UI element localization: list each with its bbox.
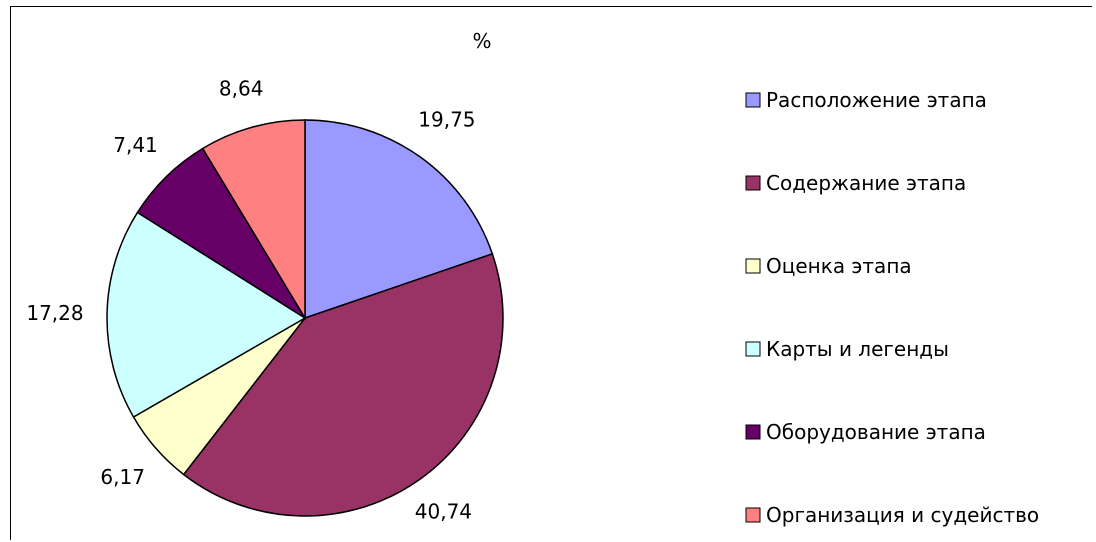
legend-swatch-1 [745, 92, 761, 108]
pie-slice-6 [201, 119, 306, 321]
pie-slice-1 [304, 119, 494, 320]
legend-label-4: Карты и легенды [766, 337, 949, 361]
legend-label-3: Оценка этапа [766, 254, 912, 278]
legend-swatch-6 [745, 507, 761, 523]
legend: Расположение этапа Содержание этапа Оценка… [745, 88, 1039, 527]
value-label-1: 19,75 [418, 108, 475, 132]
pie-slices [106, 119, 504, 517]
value-label-2: 40,74 [415, 500, 472, 524]
value-label-4: 17,28 [26, 301, 83, 325]
legend-swatch-4 [745, 341, 761, 357]
value-label-5: 7,41 [113, 133, 158, 157]
legend-swatch-5 [745, 424, 761, 440]
legend-label-2: Содержание этапа [766, 171, 966, 195]
legend-swatch-3 [745, 258, 761, 274]
pie-slice-4 [106, 211, 307, 419]
legend-label-1: Расположение этапа [766, 88, 987, 112]
value-labels: 19,75 40,74 6,17 17,28 7,41 8,64 [26, 77, 475, 524]
legend-swatch-2 [745, 175, 761, 191]
chart-title: % [472, 29, 491, 53]
legend-label-5: Оборудование этапа [766, 420, 986, 444]
value-label-3: 6,17 [100, 465, 145, 489]
legend-label-6: Организация и судейство [766, 503, 1039, 527]
pie-slice-2 [182, 252, 504, 517]
value-label-6: 8,64 [219, 77, 264, 101]
